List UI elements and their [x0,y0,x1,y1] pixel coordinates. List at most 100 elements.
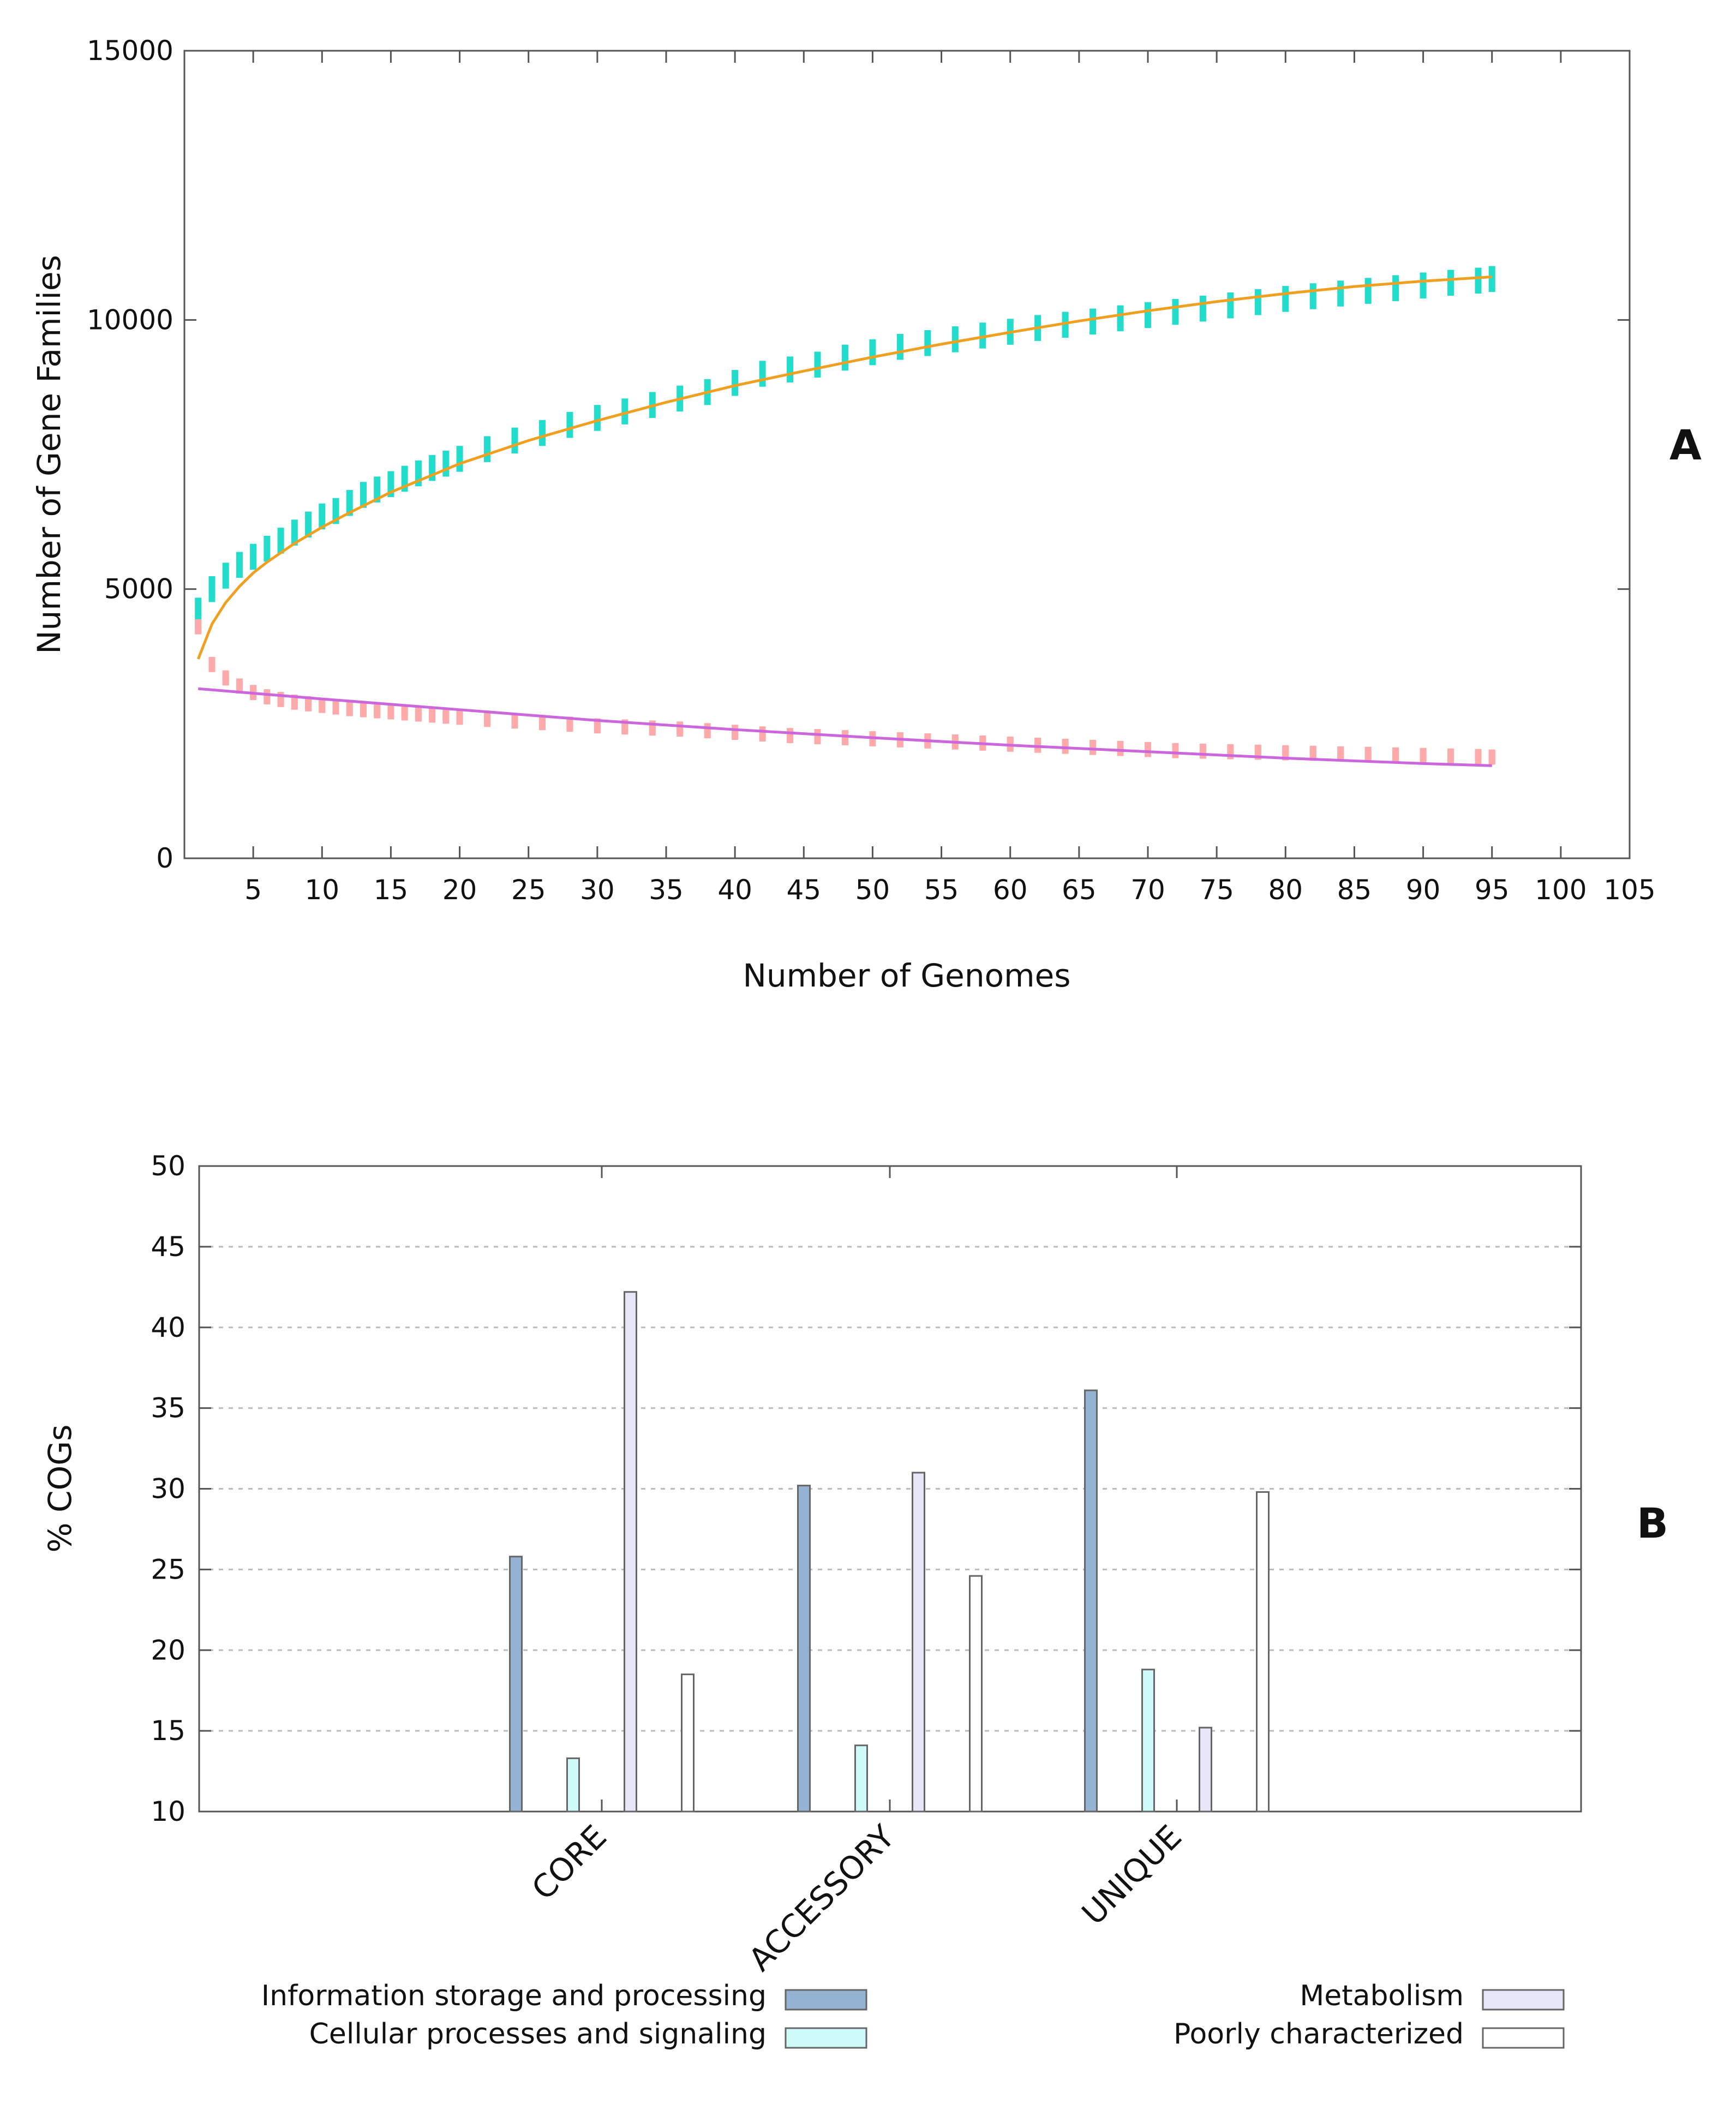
data-point [374,492,381,498]
data-point [1488,266,1495,272]
chart-a-y-axis-label: Number of Gene Families [31,255,68,654]
data-point [1475,749,1482,755]
data-point [277,543,284,549]
data-point [1364,288,1372,294]
data-point [1199,316,1206,322]
data-point [374,487,381,493]
x-tick-label: 30 [580,874,615,906]
data-point [360,497,367,503]
y-tick-label: 25 [151,1553,185,1585]
y-tick-label: 15 [151,1715,185,1747]
x-tick-label: 65 [1062,874,1097,906]
chart-a-marks [195,266,1495,767]
legend-swatch [785,1989,867,2011]
data-point [1309,298,1316,304]
data-point [841,355,848,361]
x-tick-label: 5 [244,874,262,906]
fit-line [196,275,1492,660]
data-point [208,656,215,662]
data-point [732,390,739,396]
x-tick-label: 15 [374,874,409,906]
data-point [979,332,986,338]
data-point [429,470,436,476]
data-point [732,725,739,731]
data-point [429,460,436,466]
data-point [1309,303,1316,309]
data-point [1227,302,1234,308]
data-point [236,567,243,573]
data-point [979,322,986,328]
data-point [415,470,422,476]
data-point [442,708,450,714]
data-point [566,427,573,433]
chart-a-y-axis: 0 5000 10000 15000 [87,35,1630,874]
data-point [787,376,794,382]
data-point [814,356,821,362]
data-point [415,475,422,481]
data-point [1117,326,1124,332]
x-tick-label: 35 [649,874,684,906]
data-point [538,420,546,426]
chart-a-x-axis: 5 10 15 20 25 30 35 40 45 50 55 60 65 70 75 80 85 90 95 100… [244,51,1656,906]
data-point [1254,289,1261,295]
chart-b-y-axis: 10 15 20 25 30 35 40 45 50 [151,1150,1581,1827]
data-point [305,516,312,522]
data-point [1090,313,1097,319]
data-point [1090,319,1097,325]
data-point [346,500,353,506]
bar [797,1485,811,1813]
data-point [1145,302,1151,308]
data-point [1034,737,1041,743]
data-point [195,597,202,603]
x-tick-label: 95 [1475,874,1510,906]
x-tick-label: 45 [786,874,821,906]
data-point [1447,285,1454,291]
data-point [319,697,326,703]
data-point [401,471,408,477]
data-point [841,730,848,736]
data-point [759,361,766,367]
data-point [1117,320,1124,326]
x-tick-label: 50 [855,874,890,906]
data-point [979,327,986,333]
data-point [442,461,450,467]
data-point [511,432,518,438]
x-tick-label: 100 [1535,874,1587,906]
data-point [1062,332,1069,338]
data-point [305,527,312,533]
chart-b-legend: Information storage and processing Cellul… [261,1980,1565,2051]
bar [566,1757,580,1813]
data-point [250,564,257,570]
data-point [374,481,381,487]
bar [624,1291,637,1813]
data-point [1062,316,1069,322]
chart-b-bars [509,1291,1270,1813]
data-point [1364,278,1372,284]
bar [969,1575,983,1813]
data-point [277,528,284,534]
data-point [1007,736,1014,742]
data-point [1007,319,1014,325]
data-point [360,487,367,493]
data-point [924,345,931,351]
data-point [594,420,601,426]
data-point [979,735,986,741]
data-point [1172,298,1179,304]
data-point [511,438,518,444]
data-point [1172,319,1179,325]
data-point [1254,309,1261,315]
data-point [1337,296,1344,302]
data-point [649,392,656,398]
data-point [387,471,394,477]
data-point [319,513,326,519]
data-point [250,559,257,565]
x-tick-label: 75 [1199,874,1234,906]
data-point [374,476,381,482]
legend-swatch [1482,1989,1565,2011]
data-point [264,541,271,547]
data-point [704,394,711,400]
chart-b-y-axis-label: % COGs [41,1425,79,1553]
data-point [951,326,959,332]
data-point [787,728,794,734]
